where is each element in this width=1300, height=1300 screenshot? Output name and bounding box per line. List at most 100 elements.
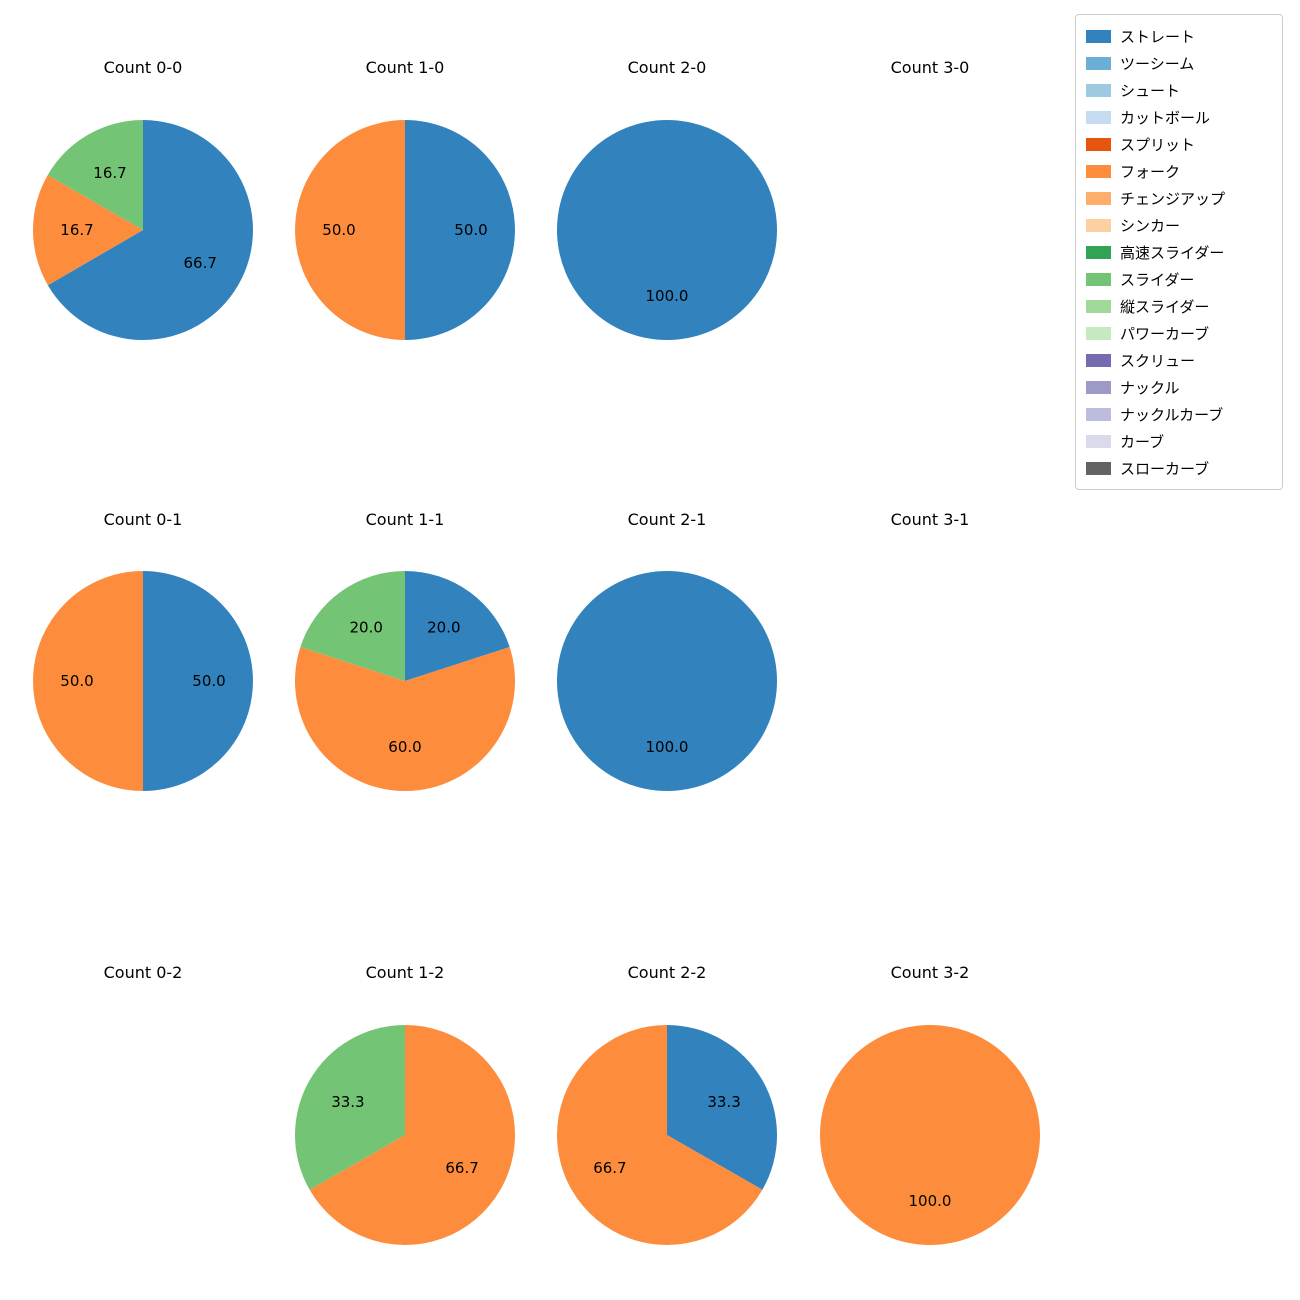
legend-item-label: チェンジアップ — [1120, 189, 1226, 208]
legend-item-label: 縦スライダー — [1120, 297, 1210, 316]
legend-color-swatch — [1086, 191, 1111, 205]
pie-count-2-1: 100.0 — [557, 571, 777, 791]
legend-item: シンカー — [1086, 212, 1272, 238]
pie-slice-スライダー — [47, 120, 143, 230]
pie-slice-フォーク — [309, 1025, 515, 1245]
legend-item: スクリュー — [1086, 347, 1272, 373]
legend-item: ツーシーム — [1086, 50, 1272, 76]
legend-color-swatch — [1086, 164, 1111, 178]
legend-item: ストレート — [1086, 23, 1272, 49]
pie-percent-label: 66.7 — [445, 1159, 478, 1177]
legend-item: シュート — [1086, 77, 1272, 103]
pie-slice-ストレート — [667, 1025, 778, 1190]
legend-item: フォーク — [1086, 158, 1272, 184]
legend-color-swatch — [1086, 218, 1111, 232]
pie-percent-label: 100.0 — [646, 738, 689, 756]
pie-percent-label: 100.0 — [909, 1192, 952, 1210]
pie-percent-label: 66.7 — [183, 254, 216, 272]
legend-color-swatch — [1086, 434, 1111, 448]
legend-color-swatch — [1086, 56, 1111, 70]
legend-item-label: ストレート — [1120, 27, 1196, 46]
legend-item: カーブ — [1086, 428, 1272, 454]
pie-count-0-0: 66.7 16.7 16.7 — [32, 120, 253, 340]
legend-item-label: ツーシーム — [1120, 54, 1195, 73]
legend-item-label: フォーク — [1120, 162, 1181, 181]
pie-slice-ストレート — [557, 571, 777, 791]
legend-color-swatch — [1086, 353, 1111, 367]
pie-slice-フォーク — [820, 1025, 1040, 1245]
chart-title-count-0-0: Count 0-0 — [103, 58, 183, 77]
pie-slice-フォーク — [33, 571, 143, 791]
legend-item-label: スライダー — [1120, 270, 1195, 289]
pie-slice-ストレート — [405, 120, 515, 340]
pie-slice-スライダー — [300, 571, 405, 681]
pie-slice-フォーク — [295, 647, 515, 791]
pie-percent-label: 50.0 — [454, 221, 487, 239]
legend-color-swatch — [1086, 245, 1111, 259]
legend-color-swatch — [1086, 29, 1111, 43]
pie-percent-label: 100.0 — [646, 287, 689, 305]
legend-color-swatch — [1086, 461, 1111, 475]
chart-title-count-3-0: Count 3-0 — [890, 58, 970, 77]
legend-color-swatch — [1086, 380, 1111, 394]
legend-item-label: カットボール — [1120, 108, 1211, 127]
chart-title-count-1-1: Count 1-1 — [365, 510, 445, 529]
legend-item: カットボール — [1086, 104, 1272, 130]
legend-color-swatch — [1086, 272, 1111, 286]
pie-count-1-2: 66.7 33.3 — [294, 1025, 515, 1245]
pie-percent-label: 20.0 — [427, 619, 460, 637]
chart-title-count-1-2: Count 1-2 — [365, 963, 445, 982]
pie-percent-label: 50.0 — [322, 221, 355, 239]
pie-percent-label: 20.0 — [349, 619, 382, 637]
chart-title-count-3-1: Count 3-1 — [890, 510, 970, 529]
pie-percent-label: 66.7 — [593, 1159, 626, 1177]
pie-slice-ストレート — [47, 120, 253, 340]
legend-color-swatch — [1086, 137, 1111, 151]
pie-count-3-2: 100.0 — [820, 1025, 1040, 1245]
pie-percent-label: 50.0 — [60, 672, 93, 690]
legend-color-swatch — [1086, 299, 1111, 313]
legend-item-label: シュート — [1120, 81, 1181, 100]
legend-item-label: パワーカーブ — [1120, 324, 1210, 343]
chart-title-count-1-0: Count 1-0 — [365, 58, 445, 77]
legend-item-label: スプリット — [1120, 135, 1196, 154]
legend-color-swatch — [1086, 407, 1111, 421]
pie-percent-label: 33.3 — [331, 1093, 364, 1111]
pie-percent-label: 33.3 — [707, 1093, 740, 1111]
pie-count-2-2: 33.3 66.7 — [557, 1025, 778, 1245]
legend-item: パワーカーブ — [1086, 320, 1272, 346]
legend-item: スプリット — [1086, 131, 1272, 157]
chart-title-count-2-2: Count 2-2 — [627, 963, 707, 982]
pie-count-1-1: 20.0 60.0 20.0 — [295, 571, 515, 791]
legend-item-label: ナックルカーブ — [1120, 405, 1224, 424]
legend-item-label: 高速スライダー — [1120, 243, 1225, 262]
chart-title-count-2-1: Count 2-1 — [627, 510, 707, 529]
legend-item: ナックル — [1086, 374, 1272, 400]
legend-item-label: スローカーブ — [1120, 459, 1210, 478]
chart-title-count-2-0: Count 2-0 — [627, 58, 707, 77]
pie-count-0-1: 50.0 50.0 — [33, 571, 253, 791]
legend-item: ナックルカーブ — [1086, 401, 1272, 427]
chart-title-count-0-1: Count 0-1 — [103, 510, 183, 529]
legend-item-label: ナックル — [1120, 378, 1180, 397]
legend-color-swatch — [1086, 110, 1111, 124]
pie-percent-label: 60.0 — [388, 738, 421, 756]
chart-title-count-0-2: Count 0-2 — [103, 963, 183, 982]
pie-slice-ストレート — [405, 571, 510, 681]
pie-percent-label: 50.0 — [192, 672, 225, 690]
pie-slice-フォーク — [32, 175, 143, 286]
legend-item: チェンジアップ — [1086, 185, 1272, 211]
legend-item-label: カーブ — [1120, 432, 1165, 451]
legend-item: 高速スライダー — [1086, 239, 1272, 265]
pie-percent-label: 16.7 — [60, 221, 93, 239]
legend-item-label: シンカー — [1120, 216, 1181, 235]
chart-title-count-3-2: Count 3-2 — [890, 963, 970, 982]
pie-slice-スライダー — [294, 1025, 405, 1190]
pie-count-2-0: 100.0 — [557, 120, 777, 340]
legend-color-swatch — [1086, 83, 1111, 97]
pie-percent-label: 16.7 — [93, 164, 126, 182]
legend-item: スローカーブ — [1086, 455, 1272, 481]
legend-color-swatch — [1086, 326, 1111, 340]
legend-item-label: スクリュー — [1120, 351, 1196, 370]
